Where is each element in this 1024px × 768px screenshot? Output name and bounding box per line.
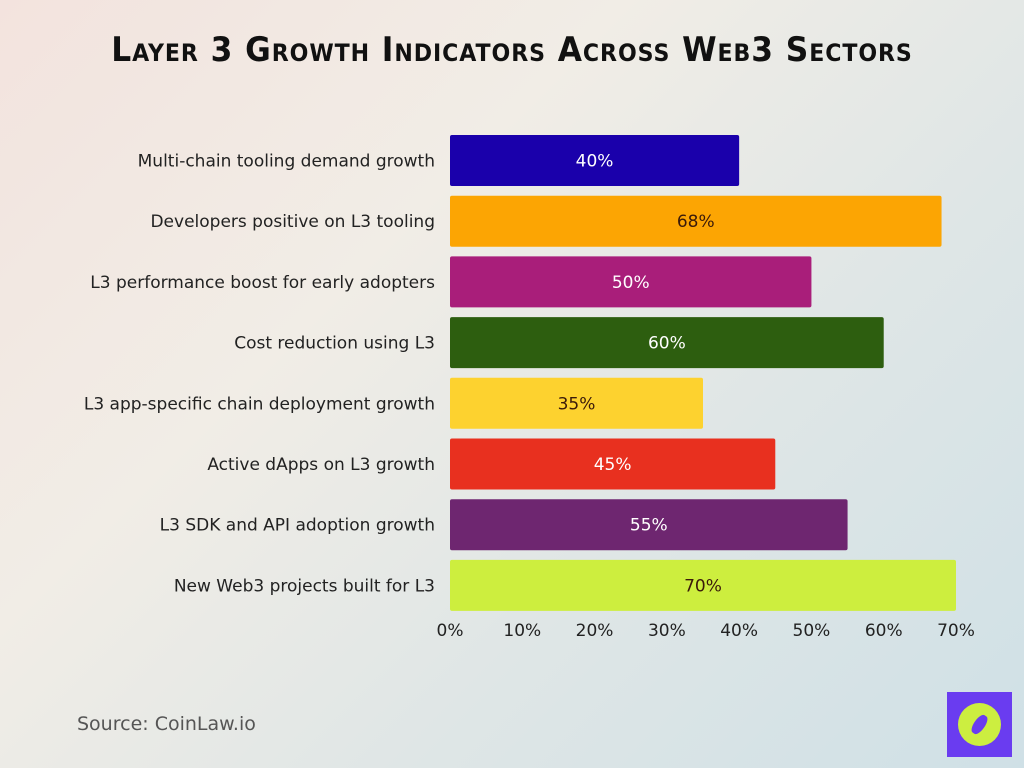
- bar: [450, 256, 812, 308]
- category-label: L3 performance boost for early adopters: [90, 273, 435, 293]
- x-tick-label: 20%: [576, 621, 614, 641]
- x-tick-label: 70%: [937, 621, 975, 641]
- data-label: 50%: [612, 273, 650, 293]
- category-label: Multi-chain tooling demand growth: [138, 152, 435, 172]
- data-label: 60%: [648, 334, 686, 354]
- data-label: 45%: [594, 455, 632, 475]
- category-label: Developers positive on L3 tooling: [150, 212, 435, 232]
- bar: [450, 317, 884, 369]
- bar: [450, 559, 956, 611]
- category-label: L3 app-specific chain deployment growth: [84, 394, 435, 414]
- bar: [450, 438, 776, 490]
- x-tick-label: 10%: [503, 621, 541, 641]
- x-tick-label: 60%: [865, 621, 903, 641]
- data-label: 35%: [558, 394, 596, 414]
- bar: [450, 377, 703, 429]
- source-text: Source: CoinLaw.io: [77, 713, 256, 735]
- x-tick-label: 50%: [793, 621, 831, 641]
- bar: [450, 195, 942, 247]
- bar: [450, 135, 740, 186]
- x-tick-label: 30%: [648, 621, 686, 641]
- bar: [450, 499, 848, 551]
- category-label: New Web3 projects built for L3: [174, 576, 435, 596]
- category-label: Cost reduction using L3: [234, 334, 435, 354]
- category-label: Active dApps on L3 growth: [207, 455, 435, 475]
- category-label: L3 SDK and API adoption growth: [160, 516, 435, 536]
- chart-title: Layer 3 Growth Indicators Across Web3 Se…: [111, 30, 913, 70]
- data-label: 40%: [576, 152, 614, 172]
- x-tick-label: 0%: [437, 621, 464, 641]
- data-label: 70%: [684, 576, 722, 596]
- data-label: 55%: [630, 516, 668, 536]
- data-label: 68%: [677, 212, 715, 232]
- compass-icon: [947, 692, 1012, 757]
- x-tick-label: 40%: [720, 621, 758, 641]
